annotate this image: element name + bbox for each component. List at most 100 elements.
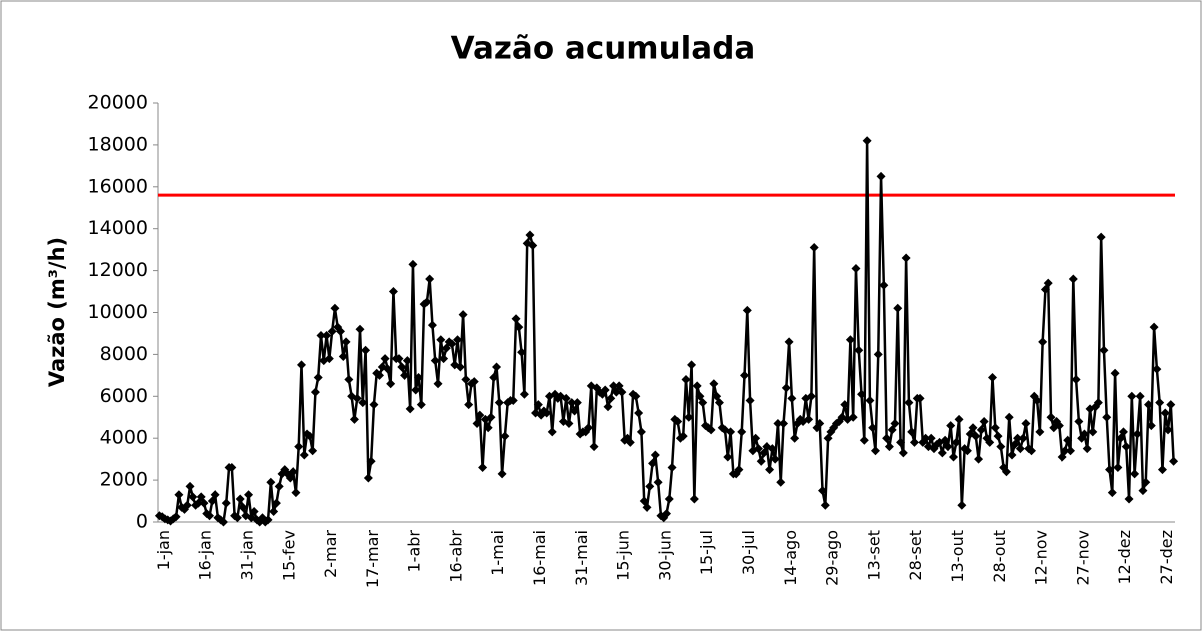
y-tick-label: 8000 [100,343,148,365]
data-point [402,356,412,366]
data-point [411,385,421,395]
data-point [951,437,961,447]
data-point [921,433,931,443]
data-point [1066,446,1076,456]
y-tick-label: 20000 [88,92,148,114]
data-point [859,435,869,445]
x-tick-label: 1-mai [488,530,507,576]
data-point [759,448,769,458]
data-point [1144,400,1154,410]
data-point [533,400,543,410]
y-tick-label: 16000 [88,175,148,197]
x-tick-label: 15-jun [614,530,633,581]
data-point [489,372,499,382]
data-point [458,310,468,320]
data-point [472,419,482,429]
data-point [464,400,474,410]
x-tick-label: 15-jul [697,530,716,575]
data-point [603,402,613,412]
data-point [753,444,763,454]
data-point [946,421,956,431]
y-axis-label: Vazão (m³/h) [45,237,69,387]
data-point [636,427,646,437]
data-point [600,385,610,395]
x-tick-label: 28-set [906,530,925,581]
data-point [344,375,354,385]
data-point [1107,488,1117,498]
data-point [804,414,814,424]
data-point [706,425,716,435]
data-point [909,437,919,447]
data-point [439,354,449,364]
data-point [684,412,694,422]
data-point [1149,322,1159,332]
data-point [1163,425,1173,435]
data-point [455,362,465,372]
data-point [400,370,410,380]
data-point [790,433,800,443]
data-point [776,477,786,487]
data-point [500,431,510,441]
data-point [1038,337,1048,347]
y-tick-label: 2000 [100,469,148,491]
data-point [1124,494,1134,504]
data-point [564,419,574,429]
data-point [188,492,198,502]
x-tick-label: 29-ago [823,530,842,586]
x-tick-label: 2-mar [321,530,340,578]
data-point [416,400,426,410]
data-point [714,398,724,408]
data-point [207,496,217,506]
data-point [809,243,819,253]
data-point [948,452,958,462]
data-point [840,400,850,410]
data-point [296,360,306,370]
data-point [1018,433,1028,443]
data-point [503,398,513,408]
data-point [547,427,557,437]
data-point [494,398,504,408]
data-point [915,393,925,403]
x-tick-label: 16-abr [446,530,465,583]
x-tick-label: 30-jul [739,530,758,575]
data-point [210,490,220,500]
data-point [327,326,337,336]
data-point [642,502,652,512]
data-point [561,393,571,403]
data-point [815,419,825,429]
data-point [740,370,750,380]
data-point [308,446,318,456]
data-point [1130,469,1140,479]
data-point [266,477,276,487]
data-point [779,419,789,429]
data-point [341,337,351,347]
data-point [957,500,967,510]
data-point [461,375,471,385]
data-point [787,393,797,403]
data-point [806,391,816,401]
x-tick-label: 1-abr [405,530,424,573]
data-point [625,437,635,447]
data-point [1082,444,1092,454]
data-point [1027,446,1037,456]
data-point [386,379,396,389]
data-point [1160,408,1170,418]
data-point [712,391,722,401]
data-point [631,391,641,401]
x-tick-label: 15-fev [279,530,298,581]
data-point [475,410,485,420]
data-point [987,372,997,382]
data-point [1127,391,1137,401]
data-point [380,354,390,364]
data-point [422,297,432,307]
data-point [851,264,861,274]
data-point [820,500,830,510]
x-tick-label: 28-out [990,530,1009,583]
data-point [1032,395,1042,405]
data-point [609,381,619,391]
data-point [310,387,320,397]
data-point [182,500,192,510]
data-point [492,362,502,372]
y-tick-label: 10000 [88,301,148,323]
